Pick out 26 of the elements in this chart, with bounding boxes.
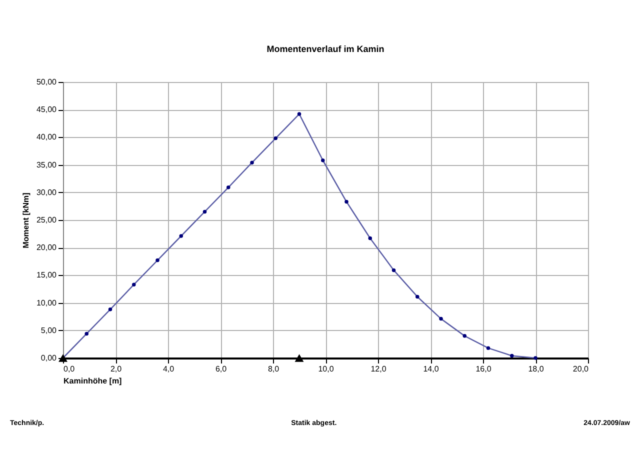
y-tick-label: 25,00	[36, 216, 58, 224]
y-tick-label: 0,00	[40, 354, 58, 362]
x-tick-label: 10,0	[318, 364, 334, 374]
y-tick-label: 45,00	[36, 105, 58, 114]
y-tick-label: 15,00	[36, 270, 58, 280]
x-tick-label: 14,0	[423, 364, 440, 374]
y-tick-label: 50,00	[36, 78, 58, 86]
x-tick-label: 12,0	[370, 364, 387, 374]
y-tick-label: 10,00	[36, 298, 58, 308]
chart-title: Momentenverlauf im Kamin	[266, 44, 384, 54]
x-tick-label: 4,0	[162, 364, 175, 374]
x-tick-label: 18,0	[528, 364, 544, 374]
x-tick-label: 0,0	[64, 364, 76, 374]
x-tick-label: 6,0	[215, 364, 228, 374]
y-axis-title: Moment [kNm]	[21, 192, 30, 248]
x-tick-label: 16,0	[476, 364, 492, 374]
x-tick-label: 20,0	[572, 364, 590, 374]
y-tick-label: 5,00	[40, 326, 58, 335]
x-tick-label: 2,0	[110, 364, 122, 374]
y-tick-label: 30,00	[36, 188, 58, 197]
y-tick-label: 40,00	[36, 132, 58, 142]
x-axis-title: Kaminhöhe [m]	[64, 376, 122, 386]
x-tick-label: 8,0	[268, 364, 280, 374]
y-tick-label: 20,00	[36, 243, 58, 252]
point	[294, 354, 304, 362]
y-tick-label: 35,00	[36, 160, 58, 170]
